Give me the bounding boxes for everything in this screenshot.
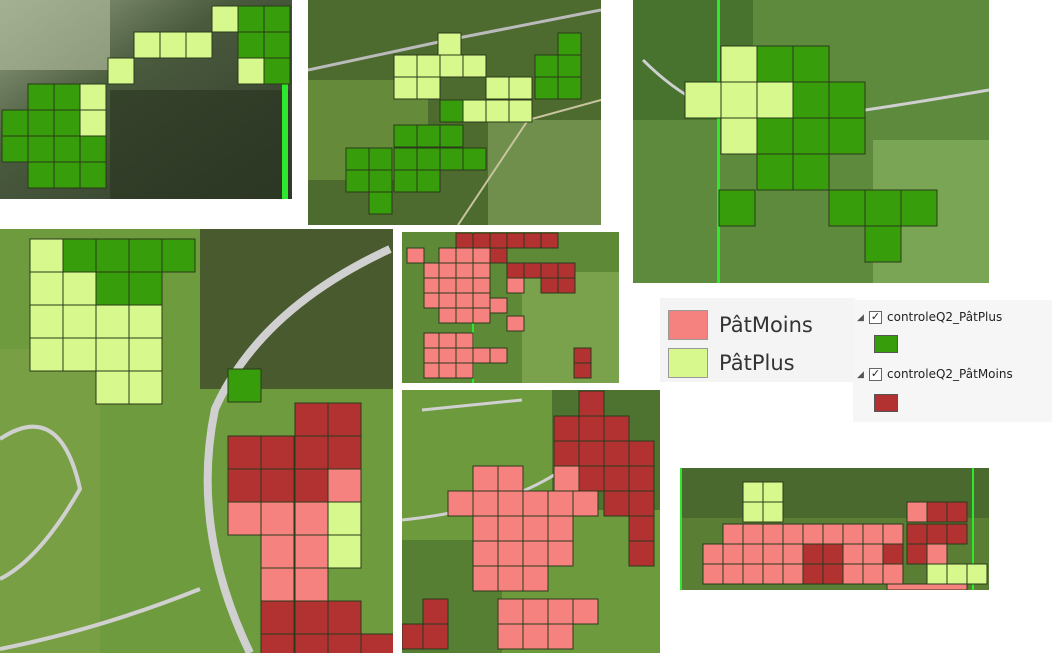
map-panel-2 [308, 0, 601, 225]
layer-symbol-swatch[interactable] [874, 394, 898, 412]
map-panel-4 [0, 229, 393, 653]
aerial-tile-6 [402, 390, 660, 653]
map-legend: PâtMoins PâtPlus [660, 298, 855, 382]
aerial-tile-3 [633, 0, 989, 283]
grid-cells-2 [345, 32, 582, 215]
legend-item-pat-moins: PâtMoins [668, 310, 813, 340]
aerial-tile-1 [0, 0, 292, 199]
layer-name: controleQ2_PâtMoins [887, 367, 1013, 381]
map-panel-7 [680, 468, 989, 590]
layer-item-q2-pat-plus[interactable]: ◢ ✓ controleQ2_PâtPlus [857, 306, 1002, 328]
layer-list: ◢ ✓ controleQ2_PâtPlus ◢ ✓ controleQ2_Pâ… [853, 300, 1052, 422]
layer-symbol-swatch[interactable] [874, 335, 898, 353]
legend-swatch-pat-moins [668, 310, 708, 340]
collapse-caret-icon[interactable]: ◢ [857, 368, 864, 379]
legend-label-pat-moins: PâtMoins [719, 313, 813, 337]
legend-label-pat-plus: PâtPlus [719, 351, 795, 375]
layer-visibility-checkbox[interactable]: ✓ [869, 367, 882, 381]
grid-cells-5 [406, 232, 592, 379]
grid-cells-7 [702, 481, 988, 590]
map-panel-5 [402, 232, 619, 383]
collapse-caret-icon[interactable]: ◢ [857, 311, 864, 322]
map-panel-3 [633, 0, 989, 283]
legend-item-pat-plus: PâtPlus [668, 348, 795, 378]
aerial-tile-4 [0, 229, 393, 653]
aerial-tile-7 [680, 468, 989, 590]
aerial-tile-5 [402, 232, 619, 383]
layer-visibility-checkbox[interactable]: ✓ [869, 310, 882, 324]
layer-item-q2-pat-moins[interactable]: ◢ ✓ controleQ2_PâtMoins [857, 363, 1013, 385]
legend-swatch-pat-plus [668, 348, 708, 378]
map-panel-1 [0, 0, 292, 199]
grid-cells-1 [1, 5, 291, 189]
grid-cells-4 [29, 238, 393, 653]
layer-name: controleQ2_PâtPlus [887, 310, 1003, 324]
map-panel-6 [402, 390, 660, 653]
grid-cells-3 [684, 45, 938, 263]
aerial-tile-2 [308, 0, 601, 225]
grid-cells-6 [402, 390, 655, 650]
